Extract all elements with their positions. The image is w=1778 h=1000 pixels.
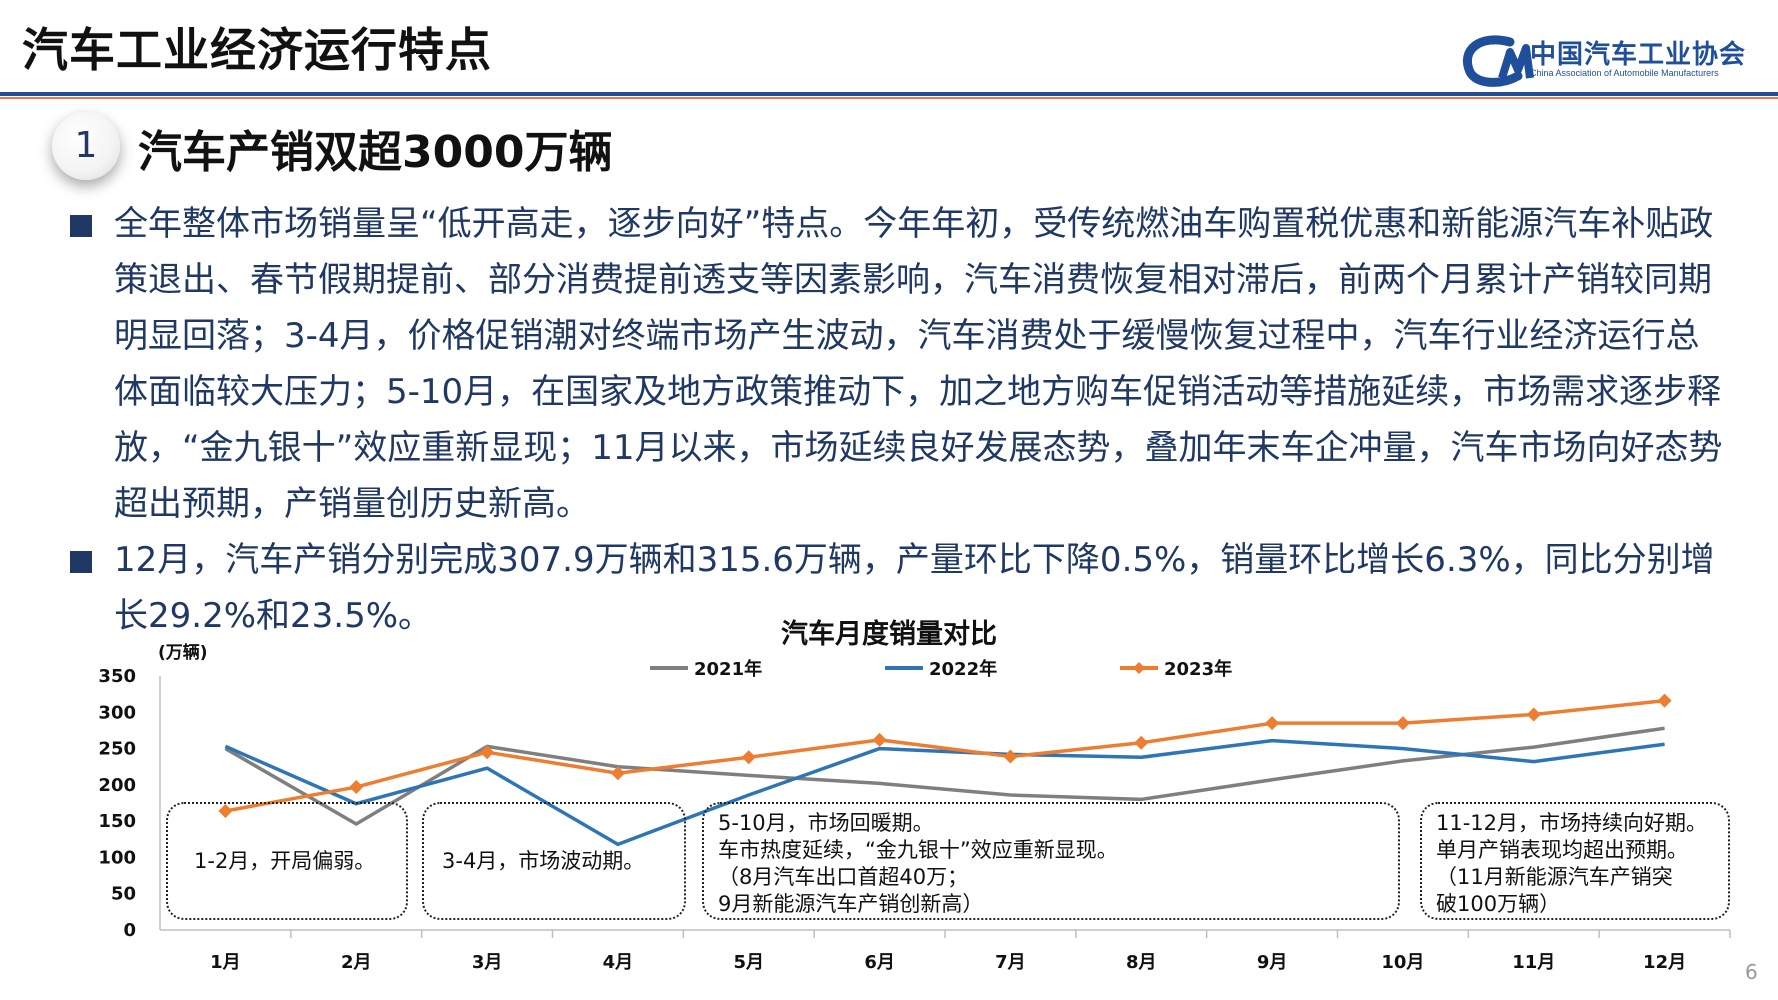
y-tick-label: 50	[111, 884, 136, 905]
bullet-square-icon	[70, 551, 92, 573]
legend-marker	[1133, 662, 1145, 674]
data-point	[1526, 707, 1541, 722]
data-point	[741, 750, 756, 765]
chart-title: 汽车月度销量对比	[781, 619, 997, 650]
org-name: 中国汽车工业协会	[1530, 40, 1747, 70]
x-tick-label: 6月	[864, 952, 895, 973]
series-line-2023年	[225, 698, 1665, 813]
bullet-text: 全年整体市场销量呈“低开高走，逐步向好”特点。今年年初，受传统燃油车购置税优惠和…	[114, 204, 1723, 524]
header-rule-blue	[0, 92, 1778, 96]
section-number-badge: 1	[52, 112, 120, 180]
data-point	[1395, 716, 1410, 731]
x-tick-label: 4月	[603, 952, 634, 973]
x-tick-label: 3月	[472, 952, 503, 973]
bullet-item: 全年整体市场销量呈“低开高走，逐步向好”特点。今年年初，受传统燃油车购置税优惠和…	[70, 196, 1730, 532]
x-tick-label: 12月	[1643, 952, 1686, 973]
y-tick-label: 300	[98, 702, 136, 723]
y-tick-label: 150	[98, 811, 136, 832]
sales-line-chart: 0 50 100 150 200 250 300 350 1月 2月 3月 4月 5月 6月 7月 8月 9月 1…	[98, 658, 1731, 973]
chart-unit-label: (万辆)	[158, 643, 208, 663]
cam-logo-icon	[1463, 35, 1534, 87]
page-number: 6	[1745, 960, 1758, 984]
data-point	[218, 803, 233, 818]
data-point	[1134, 735, 1149, 750]
x-tick-label: 9月	[1257, 952, 1288, 973]
data-point	[610, 766, 625, 781]
bullet-item: 12月，汽车产销分别完成307.9万辆和315.6万辆，产量环比下降0.5%，销…	[70, 532, 1730, 644]
x-tick-label: 1月	[210, 952, 241, 973]
x-tick-label: 7月	[995, 952, 1026, 973]
data-point	[349, 780, 364, 795]
y-tick-label: 200	[98, 775, 136, 796]
annotation-mar-apr: 3-4月，市场波动期。	[422, 802, 686, 920]
data-point	[480, 745, 495, 760]
legend-label: 2023年	[1164, 658, 1232, 680]
legend-label: 2022年	[929, 658, 997, 680]
header-rule-orange	[0, 97, 1778, 99]
y-tick-label: 350	[98, 666, 136, 687]
annotation-may-oct: 5-10月，市场回暖期。 车市热度延续，“金九银十”效应重新显现。 （8月汽车出…	[702, 802, 1400, 920]
x-tick-label: 2月	[341, 952, 372, 973]
y-tick-label: 250	[98, 739, 136, 760]
y-tick-label: 0	[123, 920, 136, 941]
bullet-text: 12月，汽车产销分别完成307.9万辆和315.6万辆，产量环比下降0.5%，销…	[114, 540, 1715, 636]
bullet-square-icon	[70, 215, 92, 237]
series-line-2022年	[224, 738, 1665, 847]
x-tick-label: 10月	[1381, 952, 1424, 973]
annotation-nov-dec: 11-12月，市场持续向好期。 单月产销表现均超出预期。 （11月新能源汽车产销…	[1420, 802, 1730, 920]
y-tick-label: 100	[98, 847, 136, 868]
data-point	[1003, 749, 1018, 764]
x-tick-label: 11月	[1512, 952, 1555, 973]
x-tick-label: 8月	[1126, 952, 1157, 973]
annotation-jan-feb: 1-2月，开局偏弱。	[166, 802, 408, 920]
org-name-en: China Association of Automobile Manufact…	[1530, 68, 1719, 78]
section-title: 汽车产销双超3000万辆	[138, 127, 613, 178]
legend-label: 2021年	[694, 658, 762, 680]
slide-title: 汽车工业经济运行特点	[22, 23, 492, 77]
x-tick-label: 5月	[733, 952, 764, 973]
data-point	[1265, 716, 1280, 731]
data-point	[872, 732, 887, 747]
data-point	[1657, 693, 1672, 708]
